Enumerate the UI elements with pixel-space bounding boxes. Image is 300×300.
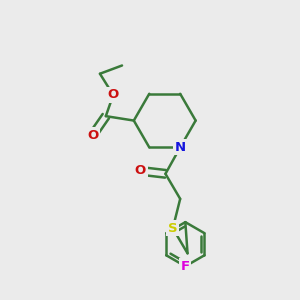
Text: F: F [181,260,190,273]
Text: O: O [87,129,98,142]
Text: O: O [135,164,146,177]
Text: N: N [175,141,186,154]
Text: O: O [108,88,119,101]
Text: S: S [168,222,178,235]
